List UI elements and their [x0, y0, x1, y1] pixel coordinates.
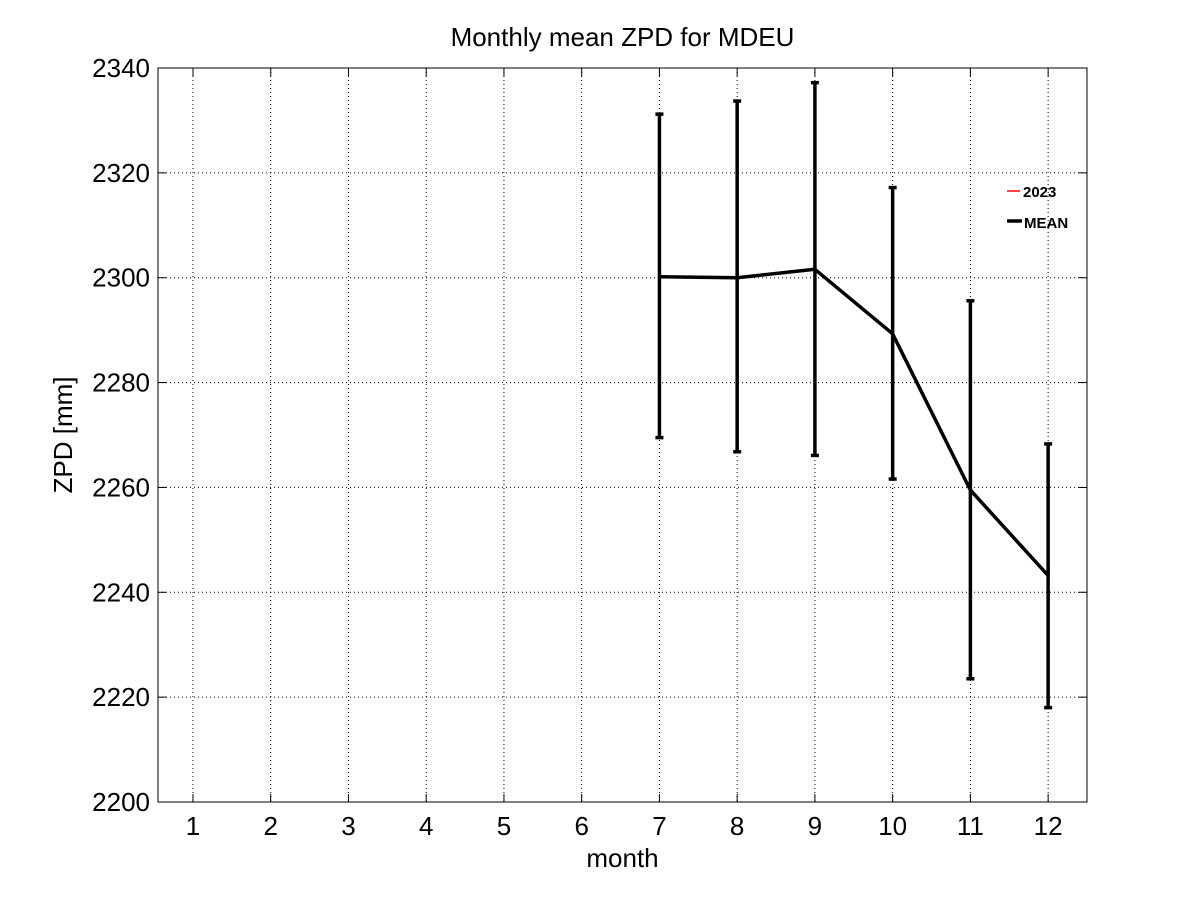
legend-label-mean: MEAN [1024, 215, 1068, 232]
y-axis-label: ZPD [mm] [48, 377, 78, 494]
x-tick-label: 8 [730, 811, 744, 841]
x-tick-label: 7 [652, 811, 666, 841]
y-tick-label: 2240 [92, 577, 150, 607]
x-tick-labels: 1 2 3 4 5 6 7 8 9 10 11 12 [186, 811, 1063, 841]
x-tick-label: 11 [957, 811, 984, 841]
data-point [657, 275, 661, 279]
series [655, 80, 1053, 710]
y-tick-label: 2220 [92, 682, 150, 712]
y-tick-label: 2340 [92, 53, 150, 83]
x-tick-label: 9 [808, 811, 822, 841]
x-tick-label: 5 [497, 811, 511, 841]
series-mean [655, 80, 1053, 710]
series-line [659, 267, 1050, 577]
data-point [891, 332, 895, 336]
legend: 2023 MEAN [1007, 184, 1068, 232]
axis-ticks [158, 67, 1087, 803]
y-tick-label: 2300 [92, 263, 150, 293]
x-tick-label: 12 [1034, 811, 1063, 841]
y-tick-label: 2320 [92, 158, 150, 188]
x-tick-label: 10 [878, 811, 907, 841]
data-point [968, 488, 972, 492]
data-point [1046, 574, 1050, 578]
y-tick-label: 2260 [92, 472, 150, 502]
x-tick-label: 6 [574, 811, 588, 841]
x-axis-label: month [586, 843, 658, 873]
plot-area-frame [157, 67, 1088, 803]
data-point [735, 276, 739, 280]
y-tick-label: 2280 [92, 368, 150, 398]
y-tick-label: 2200 [92, 787, 150, 817]
chart-title: Monthly mean ZPD for MDEU [451, 22, 795, 52]
legend-label-2023: 2023 [1023, 184, 1056, 201]
y-tick-labels: 2200 2220 2240 2260 2280 2300 2320 2340 [92, 53, 150, 817]
x-tick-label: 4 [419, 811, 433, 841]
x-tick-label: 3 [341, 811, 355, 841]
x-tick-label: 1 [186, 811, 200, 841]
x-tick-label: 2 [263, 811, 277, 841]
data-point [813, 267, 817, 271]
